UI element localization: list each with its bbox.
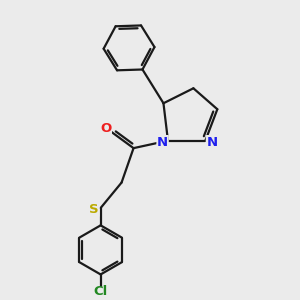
Text: Cl: Cl	[94, 285, 108, 298]
Text: O: O	[100, 122, 111, 135]
Text: S: S	[89, 203, 99, 216]
Text: N: N	[157, 136, 168, 149]
Text: N: N	[206, 136, 218, 149]
